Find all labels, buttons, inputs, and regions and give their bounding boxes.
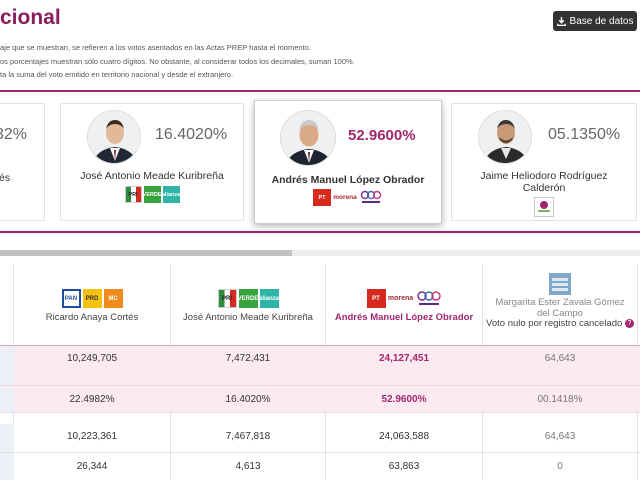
download-database-button[interactable]: Base de datos — [553, 11, 637, 31]
candidate-percentage: 16.4020% — [155, 126, 228, 143]
download-label: Base de datos — [569, 15, 634, 27]
verde-logo-icon: VERDE — [143, 186, 161, 203]
candidate-card-rodriguez[interactable]: 05.1350% Jaime Heliodoro Rodríguez Calde… — [451, 103, 637, 221]
candidate-percentage: 05.1350% — [548, 126, 621, 143]
row-divider — [0, 452, 640, 453]
horizontal-scrollbar-track[interactable] — [0, 250, 640, 256]
candidate-card-amlo[interactable]: 52.9600% Andrés Manuel López Obrador PT … — [254, 100, 442, 224]
pri-logo-icon: PRI — [217, 289, 237, 308]
candidate-photo — [280, 110, 336, 166]
candidate-percentage: 32% — [0, 126, 28, 143]
column-header-amlo: Andrés Manuel López Obrador — [334, 312, 474, 323]
candidate-photo — [478, 110, 532, 164]
movimiento-ciudadano-logo-icon: MC — [103, 289, 123, 308]
column-header-zavala: Margarita Ester Zavala Gómez del Campo — [483, 297, 637, 319]
candidate-percentage: 52.9600% — [348, 127, 416, 144]
candidate-name: Andrés Manuel López Obrador — [271, 174, 425, 186]
table-row-votes — [0, 346, 640, 412]
disclaimer-notes: aje que se muestran, se refieren a los v… — [0, 41, 355, 82]
table-cell: 10,249,705 — [66, 353, 118, 364]
table-cell: 7,467,818 — [225, 431, 271, 442]
verde-logo-icon: VERDE — [238, 289, 258, 308]
row-divider — [0, 345, 640, 346]
morena-logo-icon: morena — [333, 189, 357, 206]
table-cell: 63,863 — [388, 461, 420, 472]
nueva-alianza-logo-icon: alianza — [162, 186, 180, 203]
encuentro-social-logo-icon — [415, 289, 442, 308]
column-party-logos: PT morena — [326, 289, 482, 308]
candidate-name: és — [0, 172, 11, 184]
table-cell: 7,472,431 — [225, 353, 271, 364]
table-cell: 64,643 — [544, 353, 576, 364]
null-vote-note: Voto nulo por registro cancelado — [486, 318, 623, 329]
nueva-alianza-logo-icon: alianza — [259, 289, 279, 308]
column-header-meade: José Antonio Meade Kuribreña — [183, 312, 313, 323]
table-cell: 52.9600% — [381, 394, 427, 405]
section-divider — [0, 90, 640, 92]
independiente-logo-icon — [534, 197, 554, 217]
candidate-card-meade[interactable]: 16.4020% José Antonio Meade Kuribreña PR… — [60, 103, 244, 221]
party-logos: PRI VERDE alianza — [61, 186, 243, 203]
pt-logo-icon: PT — [366, 289, 386, 308]
column-header-anaya: Ricardo Anaya Cortés — [45, 312, 139, 323]
row-divider — [0, 412, 640, 413]
question-icon[interactable]: ? — [624, 318, 634, 328]
table-cell: 00.1418% — [537, 394, 583, 405]
row-divider — [0, 385, 640, 386]
table-cell: 22.4982% — [69, 394, 115, 405]
table-cell: 24,127,451 — [378, 353, 430, 364]
pan-logo-icon: PAN — [61, 289, 81, 308]
note-line: ta la suma del voto emitido en territori… — [0, 70, 234, 79]
independiente-logo-icon — [549, 273, 571, 295]
table-cell: 0 — [557, 461, 563, 472]
candidate-name: José Antonio Meade Kuribreña — [80, 170, 224, 182]
table-cell: 10,223,361 — [66, 431, 118, 442]
note-line: os porcentajes muestran sólo cuatro dígi… — [0, 56, 355, 66]
candidate-name: Margarita Ester Zavala Gómez del Campo — [495, 297, 625, 319]
morena-logo-icon: morena — [387, 289, 414, 308]
horizontal-scrollbar-thumb[interactable] — [0, 250, 292, 256]
candidate-card-anaya[interactable]: 32% és — [0, 103, 45, 221]
column-party-logos: PRI VERDE alianza — [171, 289, 325, 308]
encuentro-social-logo-icon — [359, 189, 383, 206]
page-title: cional — [0, 6, 61, 29]
section-divider — [0, 231, 640, 233]
candidate-name: Jaime Heliodoro Rodríguez Calderón — [480, 170, 608, 194]
table-cell: 26,344 — [76, 461, 108, 472]
party-logos — [452, 197, 636, 217]
note-line: aje que se muestran, se refieren a los v… — [0, 43, 311, 52]
table-cell: 16.4020% — [225, 394, 271, 405]
table-cell: 64,643 — [544, 431, 576, 442]
candidate-photo — [87, 110, 141, 164]
prd-logo-icon: PRD — [82, 289, 102, 308]
column-party-logos — [483, 273, 637, 295]
party-logos: PT morena — [255, 189, 441, 206]
table-cell: 24,063,588 — [378, 431, 430, 442]
table-cell: 4,613 — [235, 461, 261, 472]
download-icon — [556, 16, 566, 26]
row-band — [0, 346, 14, 412]
column-note-zavala: Voto nulo por registro cancelado ? — [483, 318, 637, 329]
pt-logo-icon: PT — [313, 189, 331, 206]
column-party-logos: PAN PRD MC — [14, 289, 170, 308]
pri-logo-icon: PRI — [124, 186, 142, 203]
